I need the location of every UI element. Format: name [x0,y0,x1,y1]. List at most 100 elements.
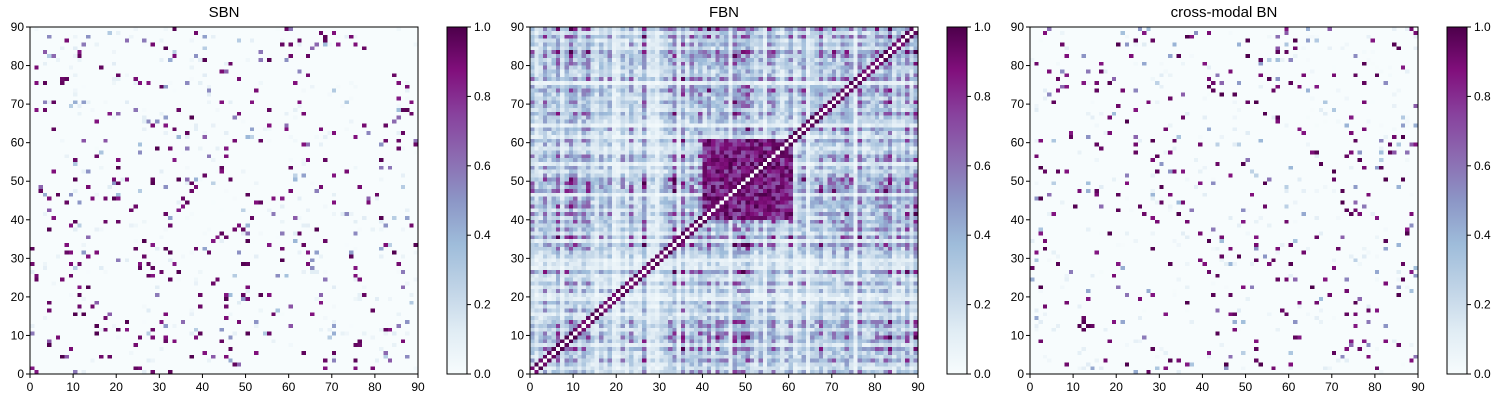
heatmap-cell [267,269,272,274]
heatmap-cell [219,296,225,301]
heatmap-cell [116,223,121,228]
heatmap-cell [111,181,117,186]
heatmap-cell [374,327,380,332]
heatmap-cell [379,250,384,255]
heatmap-cell [189,343,194,348]
heatmap-cell [30,258,35,263]
heatmap-cell [68,246,74,251]
heatmap-cell [159,293,164,297]
heatmap-cell [55,281,61,286]
heatmap-cell [236,331,242,336]
heatmap-cell [34,258,39,263]
heatmap-cell [180,300,186,305]
heatmap-cell [314,262,319,267]
heatmap-cell [379,289,384,294]
heatmap-cell [249,215,255,220]
heatmap-cell [262,258,268,263]
heatmap-cell [374,339,380,344]
heatmap-cell [310,300,315,305]
heatmap-cell [301,231,306,236]
heatmap-cell [133,339,138,344]
heatmap-cell [155,196,160,201]
heatmap-cell [327,246,332,251]
heatmap-cell [292,219,298,224]
heatmap-cell [249,320,255,324]
heatmap-cell [245,223,250,228]
heatmap-cell [232,323,237,328]
heatmap-cell [297,370,302,375]
heatmap-cell [323,370,328,375]
heatmap-cell [38,177,43,182]
heatmap-cell [249,161,255,166]
heatmap-cell [323,273,328,278]
heatmap-cell [340,173,345,178]
heatmap-cell [392,350,397,355]
heatmap-cell [297,300,302,305]
heatmap-cell [366,327,371,332]
heatmap-cell [349,235,354,240]
heatmap-cell [245,289,250,294]
heatmap-cell [64,246,69,251]
heatmap-cell [383,285,388,290]
heatmap-cell [224,188,229,193]
heatmap-cell [150,196,156,201]
heatmap-cell [55,231,61,236]
heatmap-cell [86,165,91,170]
heatmap-cell [301,173,306,178]
heatmap-cell [327,177,332,182]
heatmap-cell [60,273,65,278]
heatmap-cell [241,223,246,228]
heatmap-cell [310,281,315,286]
heatmap-cell [392,200,397,205]
heatmap-cell [107,208,112,213]
heatmap-cell [206,327,212,332]
heatmap-cell [198,327,203,332]
heatmap-cell [318,262,324,267]
heatmap-cell [34,181,39,186]
heatmap-cell [68,343,74,348]
heatmap-cell [284,293,289,297]
heatmap-cell [232,215,237,220]
heatmap-cell [396,331,401,336]
heatmap-cell [81,235,87,240]
heatmap-cell [185,370,190,375]
heatmap-cell [275,242,281,247]
heatmap-cell [142,250,147,255]
heatmap-cell [86,289,91,294]
heatmap-cell [98,262,104,267]
heatmap-cell [155,316,160,321]
heatmap-cell [340,285,345,290]
heatmap-cell [228,293,233,297]
heatmap-cell [219,343,225,348]
heatmap-cell [267,320,272,324]
heatmap-cell [353,312,358,317]
heatmap-cell [129,200,134,205]
heatmap-cell [353,212,358,216]
heatmap-cell [280,219,285,224]
heatmap-cell [116,185,121,189]
heatmap-cell [258,161,263,166]
heatmap-cell [38,339,43,344]
heatmap-cell [224,285,229,290]
heatmap-cell [51,185,56,189]
heatmap-cell [34,219,39,224]
heatmap-cell [120,316,125,321]
heatmap-cell [323,196,328,201]
heatmap-cell [297,327,302,332]
heatmap-cell [280,262,285,267]
heatmap-cell [142,227,147,232]
heatmap-cell [94,181,100,186]
heatmap-cell [344,212,350,216]
heatmap-cell [94,173,100,178]
heatmap-cell [146,227,151,232]
heatmap-cell [392,235,397,240]
heatmap-cell [107,370,112,375]
heatmap-cell [193,235,199,240]
heatmap-cell [90,185,95,189]
heatmap-cell [336,169,341,174]
heatmap-cell [111,358,117,363]
heatmap-cell [150,277,156,282]
heatmap-cell [189,212,194,216]
heatmap-cell [42,281,48,286]
heatmap-cell [301,262,306,267]
